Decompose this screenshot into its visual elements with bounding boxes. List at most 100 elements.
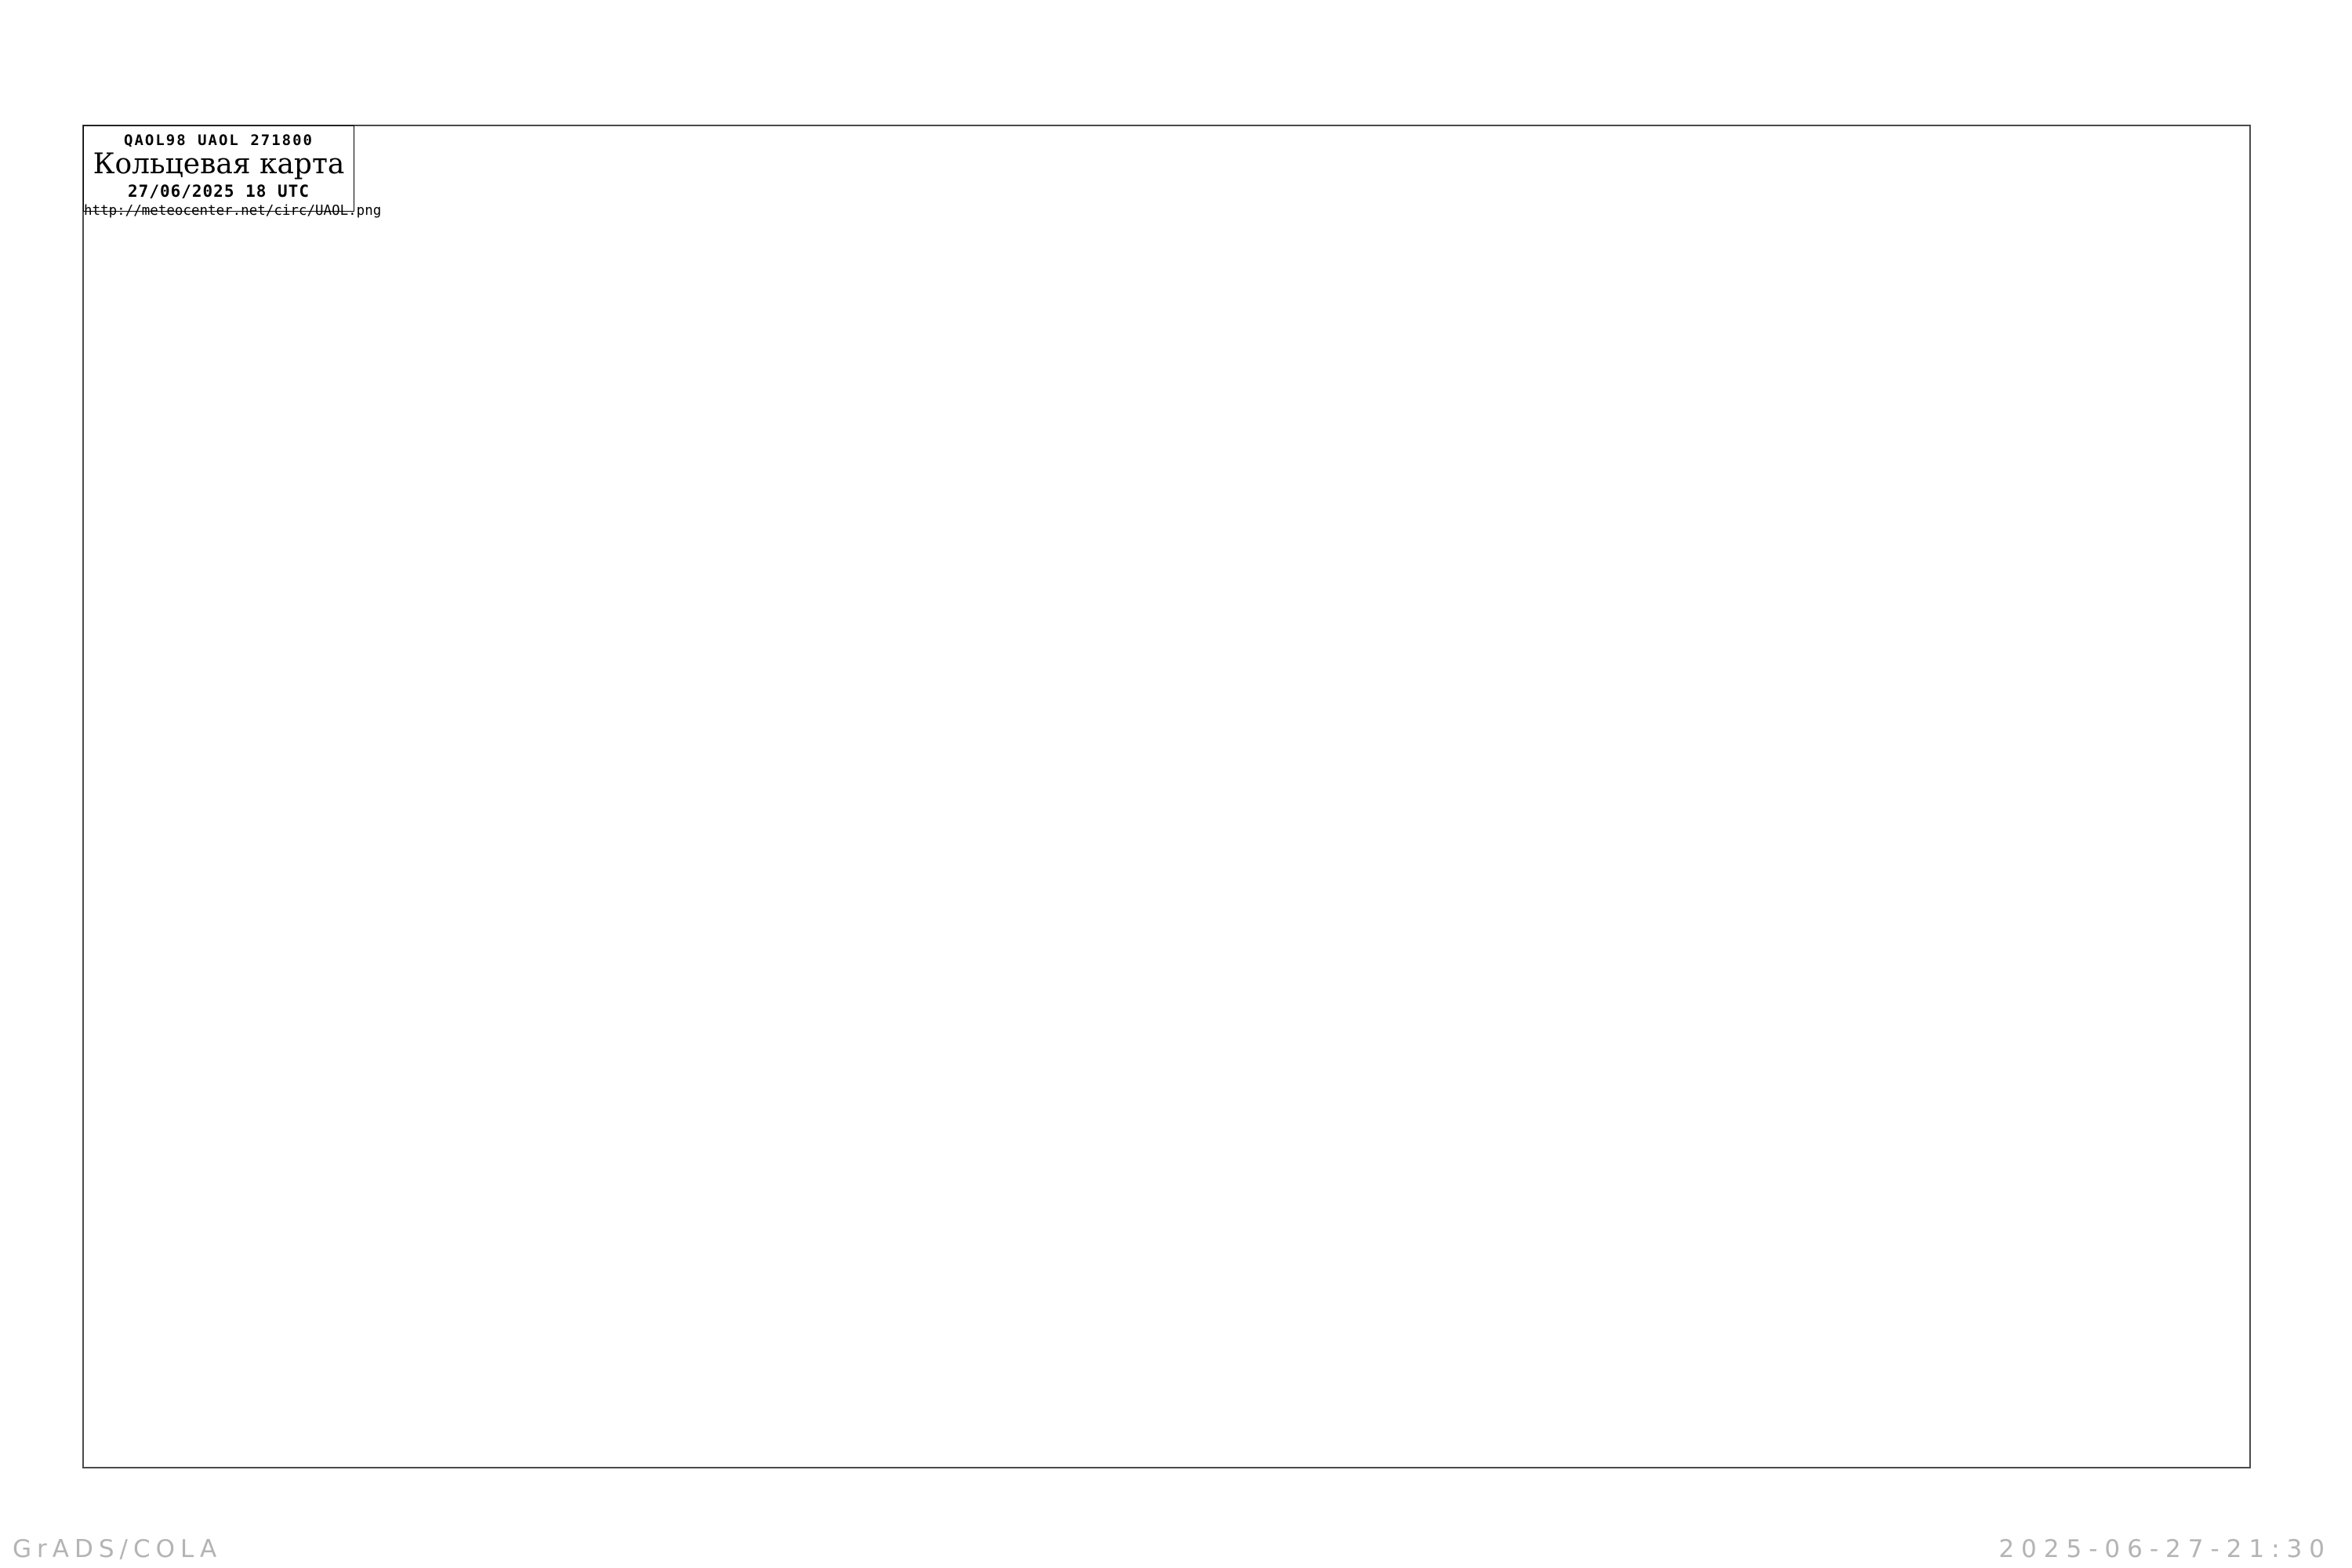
station-value: 96 bbox=[713, 371, 731, 388]
station-value: 132 bbox=[1133, 386, 1160, 403]
cloud-cover-icon bbox=[2042, 145, 2055, 158]
station-value: 76 bbox=[1617, 553, 1635, 570]
weather-wv-icon bbox=[2002, 1447, 2016, 1453]
station-value: 108 bbox=[631, 376, 658, 393]
river-line bbox=[877, 198, 925, 297]
station-value: -05 bbox=[1744, 510, 1770, 527]
relief-tick bbox=[234, 313, 239, 314]
station-value: Шарлык bbox=[1021, 293, 1068, 308]
cloud-cover-icon bbox=[2108, 301, 2121, 314]
relief-tick bbox=[644, 1277, 652, 1279]
station-value: 97 bbox=[924, 274, 942, 292]
station-value: 995 bbox=[1308, 128, 1335, 145]
cloud-cover-icon bbox=[307, 231, 319, 244]
station-value: 230 bbox=[1266, 980, 1293, 997]
station-value: Учаджи bbox=[1317, 1165, 1364, 1180]
precip-mark bbox=[2044, 219, 2057, 230]
station-value: 97 bbox=[1054, 221, 1072, 238]
station-value: 171 bbox=[2054, 354, 2081, 371]
station-value: 27 bbox=[595, 303, 613, 321]
weather-th-icon bbox=[1461, 276, 1472, 286]
station-value: 97 bbox=[1356, 1053, 1374, 1070]
wind-barb bbox=[157, 255, 182, 260]
station-value: 02 bbox=[154, 312, 172, 329]
station-value: Чолпон-Ата bbox=[2092, 898, 2170, 913]
station-value: 97 bbox=[332, 361, 350, 378]
cloud-cover-icon bbox=[1783, 495, 1795, 508]
relief-tick bbox=[226, 1169, 234, 1171]
relief-tick bbox=[1661, 296, 1669, 298]
weather-wv-icon bbox=[477, 485, 491, 491]
station-value: Димитровград bbox=[829, 189, 922, 204]
isallobar-front-line bbox=[1325, 118, 1529, 706]
station-value: -02 bbox=[1973, 194, 1999, 211]
terrain-contour bbox=[1831, 1345, 1918, 1389]
station-value: 951 bbox=[846, 137, 873, 154]
weather-wv-icon bbox=[1518, 307, 1532, 312]
station-value: 35053 bbox=[1423, 354, 1462, 368]
station-value: Казгородок bbox=[1719, 472, 1796, 487]
station-value: 199 bbox=[1494, 512, 1520, 529]
wind-barb bbox=[673, 352, 694, 366]
station-value: 144 bbox=[1045, 208, 1072, 225]
cloud-cover-icon bbox=[354, 362, 367, 375]
isallobar-front-line bbox=[2227, 227, 2250, 337]
station-value: -08 bbox=[1354, 288, 1381, 305]
wind-barb bbox=[1889, 854, 1898, 877]
relief-tick bbox=[869, 1175, 875, 1177]
station-value: Орск bbox=[1163, 411, 1195, 426]
relief-tick bbox=[1015, 187, 1020, 188]
station-value: 162 bbox=[845, 239, 872, 256]
station-value: -02 bbox=[1994, 805, 2021, 822]
station-value: 022 bbox=[1463, 1139, 1490, 1156]
station-value: 109 bbox=[1091, 319, 1117, 336]
cloud-cover-icon bbox=[746, 238, 759, 251]
station-value: 114 bbox=[1901, 305, 1928, 322]
station-value: 97 bbox=[768, 180, 786, 197]
station-value: 98 bbox=[1838, 721, 1856, 739]
station-value: 36934 bbox=[2092, 912, 2132, 927]
station-value: 159 bbox=[278, 777, 304, 794]
station-value: 42056 bbox=[2001, 1475, 2040, 1490]
wind-barb bbox=[1326, 1114, 1337, 1137]
station-value: 28666 bbox=[1524, 187, 1563, 201]
cloud-cover-icon bbox=[613, 238, 626, 251]
weather-wv-icon bbox=[194, 324, 209, 329]
cloud-cover-icon bbox=[481, 243, 494, 256]
cloud-cover-icon bbox=[1900, 834, 1913, 847]
wind-barb bbox=[150, 309, 173, 318]
station-value: Атасу bbox=[1726, 540, 1766, 555]
station-value: Лиски bbox=[414, 284, 453, 299]
station-value: 97 bbox=[285, 230, 303, 247]
station-value: Эльтон bbox=[647, 459, 694, 474]
wind-barb bbox=[1294, 1142, 1305, 1165]
relief-tick bbox=[1585, 247, 1593, 248]
station-value: 97 bbox=[1170, 1171, 1188, 1188]
station-value: 28900 bbox=[807, 261, 846, 276]
station-value: 977 bbox=[1118, 401, 1145, 418]
station-value: Жетыконыр bbox=[1601, 677, 1671, 692]
station-value: Bingol bbox=[165, 946, 212, 961]
station-value: Жердевка bbox=[481, 280, 543, 295]
station-value: 97 bbox=[1275, 993, 1293, 1011]
wind-barb bbox=[1510, 1014, 1521, 1037]
station-value: 27 bbox=[630, 237, 648, 254]
terrain-contour bbox=[2033, 1267, 2067, 1289]
cloud-cover-icon bbox=[1223, 447, 1236, 459]
cloud-cover-icon bbox=[1270, 525, 1283, 538]
station-value: 158 bbox=[1696, 496, 1722, 514]
station-value: 96 bbox=[868, 149, 886, 166]
relief-tick bbox=[2240, 879, 2249, 880]
cloud-cover-icon bbox=[521, 412, 534, 424]
